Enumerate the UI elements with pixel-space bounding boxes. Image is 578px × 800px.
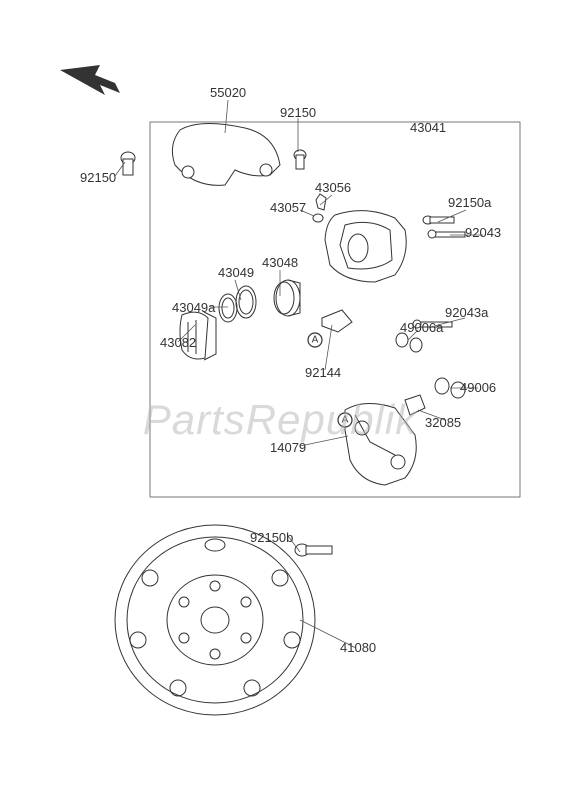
label-55020: 55020 bbox=[210, 85, 246, 100]
label-49006a: 49006a bbox=[400, 320, 443, 335]
part-holder-14079 bbox=[345, 403, 416, 485]
part-spring-92144 bbox=[322, 310, 352, 332]
part-seal-43049 bbox=[236, 286, 256, 318]
part-caliper-43041 bbox=[325, 211, 406, 282]
label-43049: 43049 bbox=[218, 265, 254, 280]
mount-point-a-1: A bbox=[308, 333, 322, 347]
direction-arrow bbox=[60, 65, 120, 95]
label-92043: 92043 bbox=[465, 225, 501, 240]
label-49006: 49006 bbox=[460, 380, 496, 395]
part-pin-92043 bbox=[428, 230, 465, 238]
mount-point-a-2: A bbox=[338, 413, 352, 427]
parts-diagram: A A 55020 9 bbox=[0, 0, 578, 800]
part-bracket-32085 bbox=[405, 395, 425, 415]
part-seal-43049a bbox=[219, 294, 237, 322]
part-boot-49006a bbox=[396, 333, 422, 352]
label-92144: 92144 bbox=[305, 365, 341, 380]
label-43049a: 43049a bbox=[172, 300, 215, 315]
label-32085: 32085 bbox=[425, 415, 461, 430]
label-43057: 43057 bbox=[270, 200, 306, 215]
diagram-svg: A A bbox=[0, 0, 578, 800]
part-cap-43057 bbox=[313, 214, 323, 222]
part-piston-43048 bbox=[274, 280, 300, 316]
label-43041: 43041 bbox=[410, 120, 446, 135]
label-14079: 14079 bbox=[270, 440, 306, 455]
part-guard-55020 bbox=[172, 123, 280, 185]
label-92150-1: 92150 bbox=[280, 105, 316, 120]
part-bolt-92150-left bbox=[121, 152, 135, 175]
svg-text:A: A bbox=[312, 335, 319, 346]
part-bleeder-43056 bbox=[316, 194, 326, 210]
part-bolt-92150-top bbox=[294, 150, 306, 169]
label-43082: 43082 bbox=[160, 335, 196, 350]
label-92043a: 92043a bbox=[445, 305, 488, 320]
label-92150a: 92150a bbox=[448, 195, 491, 210]
label-43048: 43048 bbox=[262, 255, 298, 270]
part-bolt-92150b bbox=[295, 544, 332, 556]
svg-text:A: A bbox=[342, 415, 349, 426]
label-43056: 43056 bbox=[315, 180, 351, 195]
label-92150b: 92150b bbox=[250, 530, 293, 545]
label-92150-2: 92150 bbox=[80, 170, 116, 185]
part-disc-41080 bbox=[115, 525, 315, 715]
label-41080: 41080 bbox=[340, 640, 376, 655]
